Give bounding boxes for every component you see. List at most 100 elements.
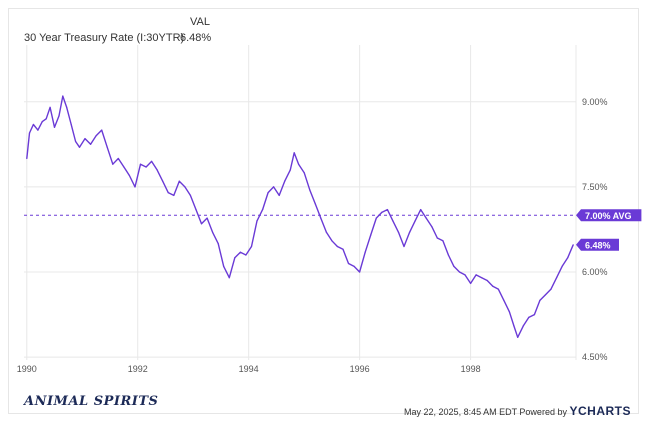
data-point [178, 180, 180, 182]
data-point [228, 277, 230, 279]
data-point [123, 166, 125, 168]
data-point [278, 194, 280, 196]
data-point [217, 243, 219, 245]
legend-series-value: 6.48% [180, 32, 212, 44]
data-point [37, 129, 39, 131]
data-point [347, 262, 350, 265]
data-point [223, 265, 225, 267]
data-point [381, 211, 383, 213]
data-point [572, 244, 574, 246]
data-point [420, 209, 422, 211]
data-point [325, 231, 327, 233]
data-point [58, 115, 60, 117]
average-badge-label: 7.00% AVG [585, 211, 632, 221]
x-tick-label: 1992 [128, 364, 148, 374]
data-point [309, 189, 311, 191]
data-point [486, 279, 488, 282]
data-point [298, 163, 300, 165]
data-point [528, 316, 530, 318]
data-point [397, 231, 400, 233]
data-point [62, 95, 64, 97]
data-point [436, 237, 438, 239]
data-point [289, 169, 291, 171]
data-point [386, 209, 388, 211]
data-point [112, 163, 114, 165]
data-point [550, 288, 552, 290]
data-point [32, 123, 35, 126]
data-point [539, 299, 541, 301]
data-point [533, 314, 536, 316]
data-point [517, 336, 519, 338]
data-point [481, 277, 483, 279]
data-point [70, 123, 72, 126]
data-point [273, 186, 275, 188]
data-point [492, 285, 494, 287]
data-point [364, 251, 366, 253]
last-value-badge-label: 6.48% [585, 240, 611, 250]
data-point [173, 194, 175, 196]
data-point [262, 209, 264, 211]
animal-spirits-logo: ANIMAL SPIRITS [24, 394, 159, 409]
last-value-badge-bg [576, 238, 619, 251]
data-point [425, 217, 427, 219]
ycharts-logo: YCHARTS [569, 404, 631, 418]
data-point [392, 220, 394, 222]
y-tick-label: 4.50% [582, 352, 608, 362]
data-point [458, 271, 461, 273]
data-point [145, 166, 147, 168]
x-tick-label: 1998 [461, 364, 481, 374]
data-point [106, 146, 108, 148]
data-point [90, 143, 92, 145]
data-point [75, 140, 77, 143]
data-point [267, 192, 269, 194]
data-point [189, 194, 191, 196]
data-point [303, 172, 305, 174]
data-point [320, 217, 322, 219]
data-point [331, 240, 333, 242]
data-point [156, 169, 158, 171]
data-point [544, 294, 547, 296]
data-point [447, 254, 449, 256]
data-point [442, 240, 444, 242]
data-point [234, 257, 236, 259]
data-point [375, 217, 377, 219]
data-point [84, 138, 86, 140]
data-point [293, 152, 295, 154]
data-point [409, 231, 411, 233]
data-point [195, 209, 197, 211]
data-point [370, 234, 372, 236]
x-tick-label: 1996 [350, 364, 370, 374]
data-point [206, 217, 208, 219]
data-point [95, 135, 97, 137]
data-point [134, 186, 136, 188]
data-point [162, 180, 164, 182]
legend-series-name[interactable]: 30 Year Treasury Rate (I:30YTR) [24, 32, 185, 44]
y-tick-label: 7.50% [582, 182, 608, 192]
data-point [336, 245, 338, 248]
data-point [556, 277, 558, 279]
series-line [26, 95, 574, 338]
data-point [184, 186, 186, 188]
badges: 7.00% AVG 6.48% [576, 209, 642, 251]
x-tick-label: 1990 [17, 364, 37, 374]
data-point [151, 160, 153, 162]
data-point [28, 132, 31, 134]
data-point [342, 248, 344, 250]
data-point [508, 311, 510, 313]
data-point [497, 288, 499, 290]
data-point [475, 274, 477, 276]
data-point [403, 245, 405, 248]
data-point [200, 223, 203, 225]
data-point [513, 325, 515, 327]
footer-timestamp: May 22, 2025, 8:45 AM EDT Powered by [404, 407, 567, 417]
y-tick-label: 6.00% [582, 267, 608, 277]
footer-attribution: May 22, 2025, 8:45 AM EDT Powered by YCH… [404, 404, 631, 418]
data-point [250, 245, 253, 248]
data-point [353, 265, 355, 267]
data-point [453, 265, 455, 267]
header-col-label: VAL [190, 16, 210, 28]
data-point [239, 251, 241, 253]
average-badge-bg [576, 209, 642, 222]
data-point [314, 203, 316, 205]
